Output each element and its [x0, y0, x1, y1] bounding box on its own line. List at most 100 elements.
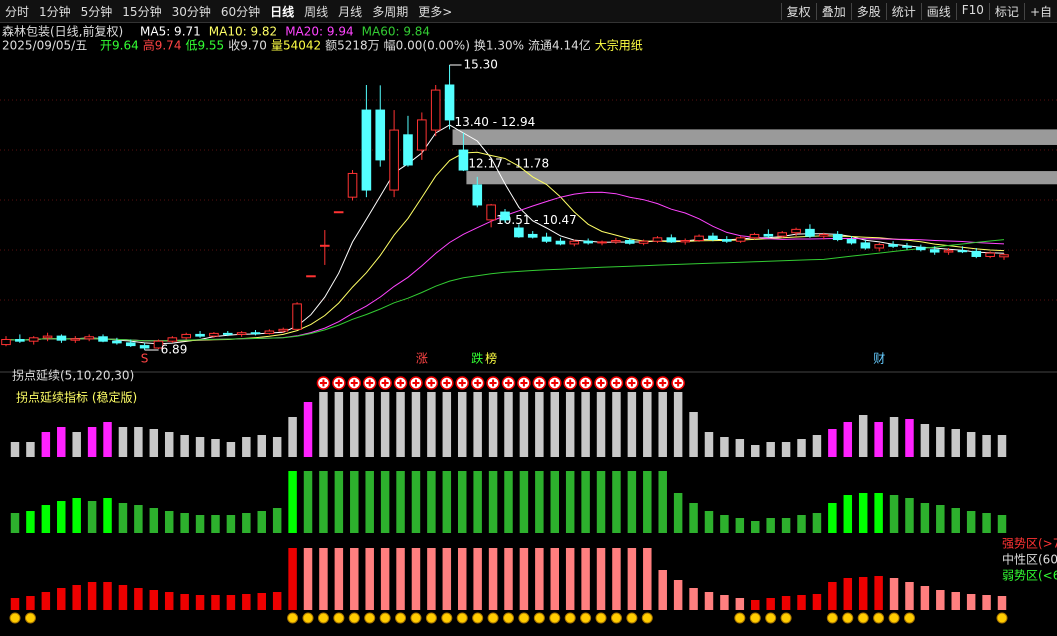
event-marker: 涨: [416, 351, 428, 366]
tool-button[interactable]: F10: [955, 2, 989, 20]
indicator-bar: [303, 548, 313, 610]
coin-icon: [734, 612, 746, 624]
period-tab[interactable]: 日线: [270, 4, 295, 19]
zone-label: 12.17 - 11.78: [468, 157, 549, 171]
indicator-bar: [226, 595, 236, 610]
indicator-bar: [195, 595, 205, 610]
quote-item: 量54042: [271, 39, 321, 53]
indicator-bar: [781, 596, 791, 610]
indicator-bar: [612, 548, 621, 610]
indicator-title: 拐点延续(5,10,20,30): [12, 368, 134, 383]
indicator-bar: [365, 392, 374, 457]
indicator-bar: [565, 392, 575, 457]
indicator-bar: [149, 590, 159, 610]
coin-icon: [518, 612, 530, 624]
indicator-subtitle: 拐点延续指标 (稳定版): [16, 390, 137, 405]
indicator-bar: [504, 392, 513, 457]
period-tab[interactable]: 多周期: [372, 4, 409, 19]
indicator-bar: [257, 435, 266, 457]
coin-icon: [996, 612, 1008, 624]
candle-body: [195, 333, 205, 337]
ma-legend: MA10: 9.82: [209, 25, 277, 39]
date: 2025/09/05/五: [2, 39, 87, 53]
signal-plus-cross: [566, 379, 574, 387]
indicator-bar: [565, 471, 575, 533]
indicator-bar: [365, 471, 374, 533]
period-tab[interactable]: 1分钟: [39, 4, 71, 19]
indicator-bar: [581, 392, 590, 457]
indicator-bar: [257, 593, 266, 610]
quote-item: 大宗用纸: [595, 38, 643, 53]
candle-body: [430, 89, 441, 131]
candle-body: [500, 211, 510, 221]
event-marker: 跌: [471, 351, 483, 366]
indicator-bar: [735, 518, 745, 533]
tool-button[interactable]: +自: [1023, 2, 1057, 20]
candle-body: [971, 250, 982, 257]
indicator-bar: [195, 437, 205, 457]
indicator-bar: [288, 471, 297, 533]
indicator-bar: [396, 548, 405, 610]
coin-icon: [857, 612, 869, 624]
indicator-bar: [704, 432, 714, 457]
candle-body: [777, 232, 788, 237]
candle-body: [112, 340, 122, 344]
indicator-bar: [905, 498, 914, 533]
candle-body: [42, 335, 53, 339]
period-tab[interactable]: 周线: [304, 4, 329, 19]
indicator-bar: [288, 548, 297, 610]
indicator-bar: [550, 548, 560, 610]
tool-button[interactable]: 多股: [850, 2, 886, 20]
candle-body: [28, 337, 39, 342]
signal-plus-cross: [551, 379, 559, 387]
indicator-bar: [704, 511, 714, 533]
period-tab[interactable]: 更多>: [418, 4, 453, 19]
tool-button[interactable]: 复权: [780, 2, 816, 20]
ma-legend: MA60: 9.84: [362, 25, 430, 39]
indicator-bar: [195, 515, 205, 533]
candle-body: [250, 332, 261, 335]
coin-icon: [595, 612, 607, 624]
tool-button[interactable]: 统计: [885, 2, 921, 20]
indicator-bar: [257, 511, 266, 533]
indicator-bar: [658, 392, 667, 457]
indicator-bar: [658, 570, 667, 610]
indicator-bar: [10, 598, 20, 610]
candle-body: [278, 328, 289, 332]
coin-icon: [348, 612, 360, 624]
indicator-bar: [812, 435, 822, 457]
candle-body: [181, 333, 191, 339]
tool-button[interactable]: 标记: [988, 2, 1024, 20]
indicator-bar: [766, 442, 775, 457]
candle-body: [361, 109, 372, 191]
indicator-bar: [828, 582, 837, 610]
signal-plus-cross: [674, 379, 682, 387]
indicator-bar: [689, 412, 698, 457]
coin-icon: [873, 612, 885, 624]
period-tab[interactable]: 月线: [338, 4, 363, 19]
signal-plus-cross: [597, 379, 605, 387]
indicator-bar: [118, 585, 128, 610]
coin-icon: [425, 612, 437, 624]
indicator-bar: [10, 513, 20, 533]
coin-icon: [641, 612, 653, 624]
period-tab[interactable]: 分时: [5, 4, 30, 19]
period-tab[interactable]: 30分钟: [171, 4, 211, 19]
quote-item: 高9.74: [143, 38, 182, 53]
period-tab[interactable]: 5分钟: [80, 4, 113, 19]
candle-body: [652, 237, 663, 242]
indicator-bar: [380, 392, 390, 457]
indicator-bar: [72, 498, 81, 533]
period-tab[interactable]: 60分钟: [220, 4, 261, 19]
indicator-bar: [272, 592, 282, 610]
tool-button[interactable]: 画线: [920, 2, 956, 20]
period-tab[interactable]: 15分钟: [122, 4, 162, 19]
signal-plus-cross: [505, 379, 512, 387]
coin-icon: [888, 612, 900, 624]
signal-plus-cross: [628, 379, 636, 387]
tool-button[interactable]: 叠加: [815, 2, 851, 20]
candle-body: [403, 134, 413, 166]
indicator-bar: [272, 508, 282, 533]
candle-body: [597, 241, 607, 244]
